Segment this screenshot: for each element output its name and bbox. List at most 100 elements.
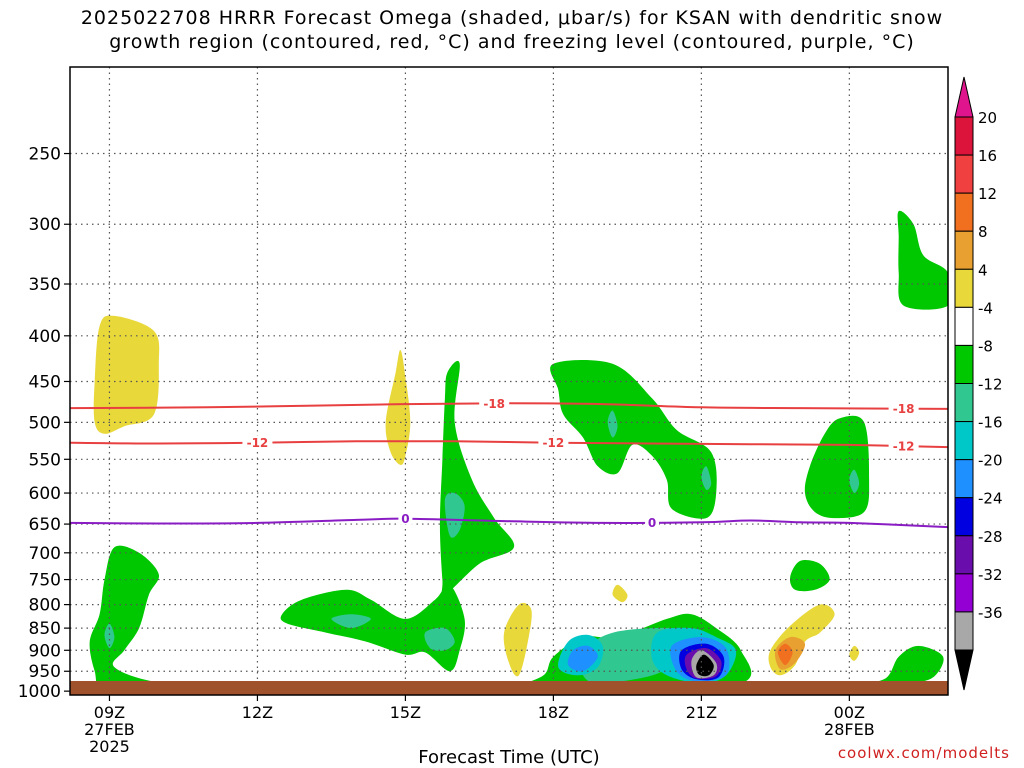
omega-region-11 <box>331 614 371 629</box>
colorbar-label-4: 4 <box>978 261 988 279</box>
omega-region-3 <box>89 545 248 693</box>
contour-label-1-1: -12 <box>543 436 565 450</box>
colorbar-box-10 <box>954 497 974 537</box>
colorbar-box-12 <box>954 573 974 613</box>
y-tick-label-300: 300 <box>29 215 61 235</box>
omega-region-7 <box>804 415 870 519</box>
y-tick-label-700: 700 <box>29 544 61 564</box>
colorbar-label-9: -20 <box>978 452 1003 470</box>
contour-label-bg-2-0 <box>398 511 413 525</box>
omega-region-31 <box>849 469 860 494</box>
y-axis: 2503003504004505005506006507007508008509… <box>18 145 70 702</box>
chart-title: 2025022708 HRRR Forecast Omega (shaded, … <box>0 6 1024 54</box>
x-tick-sublabel-09Z-1: 2025 <box>89 737 130 756</box>
title-line-2: growth region (contoured, red, °C) and f… <box>109 31 915 53</box>
y-tick-label-950: 950 <box>29 662 61 682</box>
colorbar-label-8: -16 <box>978 414 1003 432</box>
colorbar-label-3: 8 <box>978 223 988 241</box>
colorbar-box-11 <box>954 535 974 575</box>
chart-grid <box>70 67 948 695</box>
y-tick-label-650: 650 <box>29 515 61 535</box>
y-tick-label-400: 400 <box>29 327 61 347</box>
colorbar-label-10: -24 <box>978 490 1003 508</box>
contour-label-1-0: -12 <box>247 436 269 450</box>
contour-label-bg-0-0 <box>479 396 510 410</box>
x-tick-label-12Z: 12Z <box>242 703 273 722</box>
y-tick-label-1000: 1000 <box>18 682 61 702</box>
colorbar-box-0 <box>954 116 974 156</box>
colorbar-box-1 <box>954 154 974 194</box>
contour-label-0-0: -18 <box>483 397 505 411</box>
colorbar-box-7 <box>954 383 974 423</box>
omega-region-32 <box>701 466 712 490</box>
omega-region-6 <box>550 360 717 519</box>
contour-line-1 <box>70 440 948 449</box>
colorbar-label-5: -4 <box>978 299 993 317</box>
colorbar-box-2 <box>954 192 974 232</box>
y-tick-label-900: 900 <box>29 641 61 661</box>
omega-region-28 <box>849 645 860 661</box>
y-tick-label-850: 850 <box>29 619 61 639</box>
omega-region-17 <box>567 645 598 672</box>
colorbar-box-6 <box>954 344 974 384</box>
contour-label-2-0: 0 <box>401 512 409 526</box>
colorbar-box-4 <box>954 268 974 308</box>
omega-region-1 <box>385 350 411 465</box>
colorbar-label-1: 16 <box>978 147 997 165</box>
omega-region-12 <box>444 492 465 538</box>
omega-region-25 <box>777 643 793 666</box>
colorbar-label-11: -28 <box>978 528 1003 546</box>
x-axis-label: Forecast Time (UTC) <box>418 747 599 768</box>
omega-region-13 <box>424 627 455 651</box>
colorbar: 20 16 12 8 4 -4 -8 -12 -16 -20 -24 -28 -32 -36 <box>954 76 1003 691</box>
x-tick-label-00Z: 00Z <box>834 703 865 722</box>
colorbar-label-2: 12 <box>978 185 997 203</box>
colorbar-label-7: -12 <box>978 376 1003 394</box>
title-line-1: 2025022708 HRRR Forecast Omega (shaded, … <box>80 7 944 29</box>
x-tick-label-15Z: 15Z <box>390 703 421 722</box>
omega-region-10 <box>823 645 944 690</box>
x-tick-sublabel-00Z-0: 28FEB <box>824 720 875 739</box>
colorbar-label-13: -36 <box>978 604 1003 622</box>
colorbar-label-12: -32 <box>978 566 1003 584</box>
omega-region-8 <box>897 210 948 310</box>
contour-label-bg-1-1 <box>538 435 569 449</box>
omega-region-33 <box>607 410 618 438</box>
omega-region-2 <box>439 360 515 596</box>
y-tick-label-550: 550 <box>29 450 61 470</box>
contour-label-1-2: -12 <box>893 440 915 454</box>
contour-label-bg-1-2 <box>888 439 919 453</box>
colorbar-box-5 <box>954 306 974 346</box>
ground-strip <box>70 681 948 695</box>
omega-region-27 <box>612 584 628 603</box>
contour-label-bg-2-1 <box>645 515 660 529</box>
colorbar-label-0: 20 <box>978 109 997 127</box>
colorbar-top-arrow <box>954 76 974 118</box>
y-tick-label-750: 750 <box>29 571 61 591</box>
colorbar-box-9 <box>954 459 974 499</box>
credit-link[interactable]: coolwx.com/modelts <box>838 744 1010 762</box>
contour-label-0-1: -18 <box>893 402 915 416</box>
omega-region-26 <box>503 602 532 677</box>
colorbar-bottom-arrow <box>954 649 974 691</box>
omega-region-0 <box>93 315 160 434</box>
omega-shading <box>89 210 948 693</box>
y-tick-label-800: 800 <box>29 596 61 616</box>
x-tick-label-18Z: 18Z <box>538 703 569 722</box>
x-tick-label-09Z: 09Z <box>94 703 125 722</box>
y-tick-label-600: 600 <box>29 484 61 504</box>
x-tick-label-21Z: 21Z <box>686 703 717 722</box>
omega-region-9 <box>789 560 830 592</box>
temperature-contours: -18 -18 -12 -12 -12 0 0 <box>70 396 948 530</box>
colorbar-box-3 <box>954 230 974 270</box>
y-tick-label-250: 250 <box>29 145 61 165</box>
plot-frame <box>69 66 949 696</box>
contour-label-bg-0-1 <box>888 401 919 415</box>
x-tick-sublabel-09Z-0: 27FEB <box>84 720 135 739</box>
y-tick-label-350: 350 <box>29 275 61 295</box>
y-tick-label-500: 500 <box>29 413 61 433</box>
contour-label-2-1: 0 <box>648 516 656 530</box>
colorbar-box-8 <box>954 421 974 461</box>
